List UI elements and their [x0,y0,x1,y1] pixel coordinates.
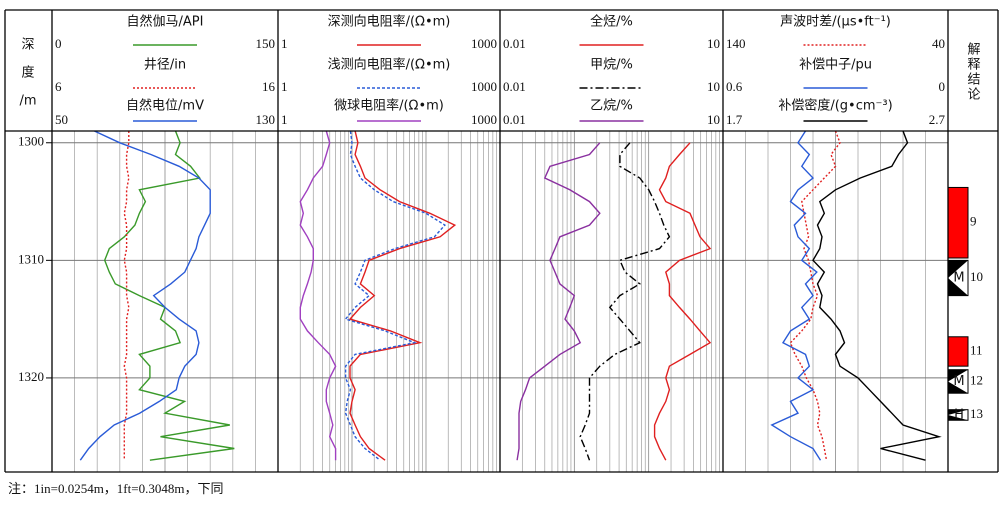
scale-right: 1000 [471,79,497,94]
scale-left: 0 [55,36,62,51]
log-curve [79,131,211,461]
curve-name: 乙烷/% [590,99,633,114]
scale-left: 0.01 [503,112,526,127]
curve-name: 补偿密度/(g•cm⁻³) [778,98,892,114]
footnote: 注：1in=0.0254m，1ft=0.3048m，下同 [8,481,223,496]
scale-right: 2.7 [929,112,946,127]
scale-right: 40 [932,36,945,51]
scale-left: 0.6 [726,79,743,94]
scale-right: 130 [256,112,276,127]
zone-triangle [948,409,968,421]
log-curve [579,142,671,461]
scale-left: 0.01 [503,36,526,51]
depth-tick-label: 1310 [18,251,44,266]
interpretation-title: 解释结论 [965,42,981,102]
scale-left: 50 [55,112,68,127]
scale-left: 1 [281,79,288,94]
curve-name: 补偿中子/pu [799,58,872,73]
scale-left: 1 [281,112,288,127]
curve-name: 微球电阻率/(Ω•m) [334,98,444,114]
log-curve [653,142,712,461]
log-curve [348,131,457,461]
scale-right: 10 [707,36,720,51]
depth-title: /m [19,94,36,109]
curve-name: 自然伽马/API [127,14,204,30]
depth-title: 深 [21,38,34,53]
log-curve [123,131,130,461]
scale-left: 0.01 [503,79,526,94]
scale-right: 1000 [471,36,497,51]
curve-name: 浅测向电阻率/(Ω•m) [328,57,451,73]
zone-label: 13 [970,406,983,421]
scale-left: 140 [726,36,746,51]
depth-tick-label: 1300 [18,134,44,149]
scale-right: 0 [939,79,946,94]
curve-name: 井径/in [144,58,186,73]
scale-right: 1000 [471,112,497,127]
zone-marker: M [953,270,964,285]
zone [947,186,969,259]
log-curve [103,131,235,461]
curve-name: 全烃/% [590,14,633,30]
curve-name: 深测向电阻率/(Ω•m) [328,14,451,30]
zone [947,336,969,367]
zone-triangle [948,369,968,394]
scale-right: 16 [262,79,276,94]
zone-label: 11 [970,342,983,357]
zone-marker: H [954,407,964,422]
scale-right: 10 [707,112,720,127]
scale-right: 150 [256,36,276,51]
log-curve [344,131,446,461]
zone-triangle [948,260,968,296]
scale-left: 1.7 [726,112,743,127]
curve-name: 声波时差/(μs•ft⁻¹) [780,15,891,30]
log-curve [516,142,601,461]
scale-left: 1 [281,36,288,51]
log-curve [789,131,841,461]
log-curve [299,131,337,461]
depth-tick-label: 1320 [18,369,44,384]
zone-label: 12 [970,372,983,387]
curve-name: 甲烷/% [590,58,633,73]
scale-right: 10 [707,79,720,94]
scale-left: 6 [55,79,62,94]
log-curve [812,131,942,461]
depth-title: 度 [21,65,34,81]
log-curve [770,131,822,461]
curve-name: 自然电位/mV [126,98,204,114]
zone-label: 9 [970,214,977,229]
zone-label: 10 [970,269,983,284]
zone-marker: M [953,374,964,389]
